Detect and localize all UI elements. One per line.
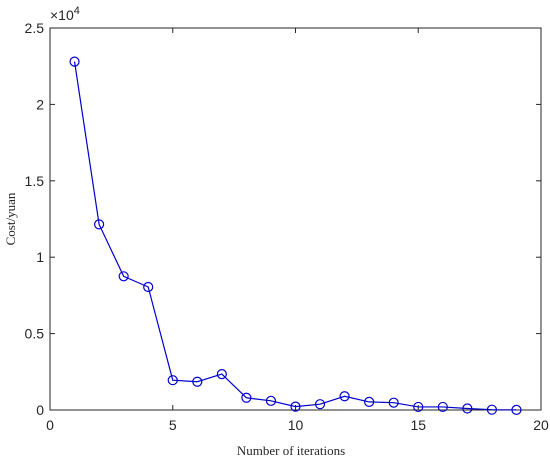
data-point: [167, 375, 178, 386]
y-axis-label: Cost/yuan: [3, 192, 18, 245]
data-point: [388, 397, 399, 408]
tick-marks: [49, 27, 542, 411]
data-point: [413, 401, 424, 413]
data-point: [93, 219, 105, 230]
x-tick-label: 0: [46, 417, 54, 433]
data-point: [241, 392, 252, 403]
y-tick-label: 0.5: [25, 326, 45, 342]
y-tick-label: 2.5: [25, 20, 45, 36]
data-point: [511, 404, 522, 415]
x-tick-label: 15: [410, 417, 426, 433]
data-point: [69, 56, 80, 67]
data-point: [339, 391, 350, 402]
y-multiplier-exponent: 4: [74, 5, 80, 17]
data-point: [265, 395, 277, 406]
data-point: [462, 403, 473, 414]
x-tick-label: 20: [533, 417, 549, 433]
y-tick-label: 2: [36, 96, 44, 112]
data-point: [192, 376, 203, 387]
y-tick-labels: 0 0.5 1 1.5 2 2.5: [25, 20, 45, 418]
y-tick-label: 1: [36, 249, 44, 265]
y-tick-label: 0: [36, 402, 44, 418]
data-point: [486, 404, 497, 415]
series-cost: [69, 56, 522, 415]
series-line: [73, 61, 517, 411]
data-point: [314, 399, 326, 410]
x-tick-labels: 0 5 10 15 20: [46, 417, 549, 433]
x-tick-label: 10: [288, 417, 304, 433]
x-tick-label: 5: [169, 417, 177, 433]
x-axis-label: Number of iterations: [237, 443, 345, 458]
data-point: [143, 281, 154, 293]
data-point: [118, 271, 129, 282]
y-multiplier-base: ×10: [50, 7, 74, 23]
data-point: [364, 396, 375, 408]
plot-frame: [49, 27, 542, 411]
y-tick-label: 1.5: [25, 173, 45, 189]
data-point: [437, 401, 448, 413]
data-point: [290, 401, 301, 412]
data-point: [216, 368, 227, 380]
y-multiplier: ×104: [50, 5, 80, 23]
axes: [49, 27, 542, 411]
